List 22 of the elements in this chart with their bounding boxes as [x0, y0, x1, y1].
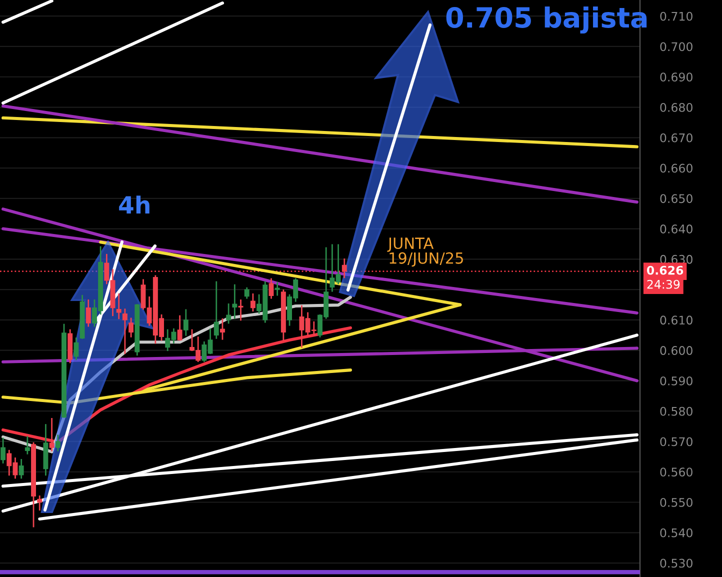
y-tick-label: 0.680	[660, 102, 692, 112]
y-tick-label: 0.590	[660, 376, 692, 386]
y-tick-label: 0.690	[660, 72, 692, 82]
y-tick-label: 0.670	[660, 133, 692, 142]
annotation: 4h	[119, 196, 150, 214]
y-tick-label: 0.710	[660, 12, 692, 21]
y-tick-label: 0.610	[660, 316, 692, 325]
y-tick-label: 0.540	[660, 528, 692, 538]
y-tick-label: 0.570	[660, 437, 692, 446]
y-tick-label: 0.530	[660, 558, 692, 568]
y-tick-label: 0.660	[660, 164, 692, 173]
text: 24:39	[647, 280, 680, 289]
y-tick-label: 0.550	[660, 498, 692, 507]
y-tick-label: 0.560	[660, 468, 692, 477]
annotation: JUNTA 19/JUN/25	[387, 238, 463, 267]
y-tick-label: 0.640	[660, 224, 692, 234]
ref-line-label: 0.626	[646, 266, 684, 275]
y-tick-label: 0.650	[660, 194, 692, 204]
annotation: 0.705 bajista	[446, 6, 647, 34]
y-tick-label: 0.580	[660, 406, 692, 416]
y-tick-label: 0.700	[660, 42, 692, 52]
y-tick-label: 0.600	[660, 346, 692, 355]
